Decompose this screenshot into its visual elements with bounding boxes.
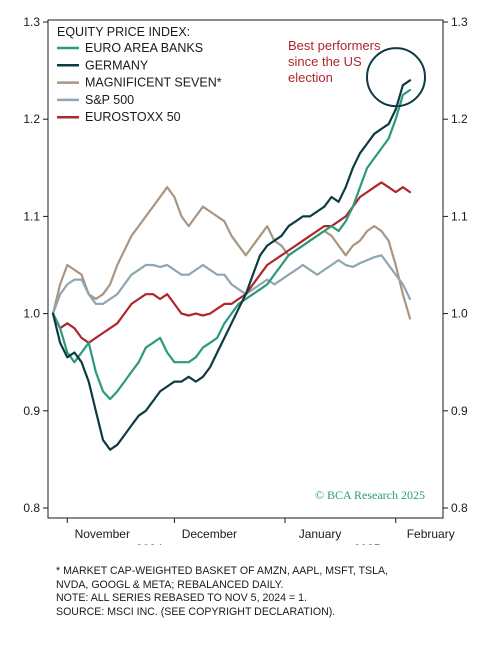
y-tick-left-label: 1.3: [23, 15, 40, 29]
y-tick-left-label: 1.1: [23, 209, 40, 223]
annotation-text-line: since the US: [288, 54, 362, 69]
footnote-line: NOTE: ALL SERIES REBASED TO NOV 5, 2024 …: [56, 592, 307, 605]
y-tick-right-label: 1.0: [451, 307, 468, 321]
highlight-circle: [366, 47, 426, 108]
legend-entry-label: S&P 500: [85, 93, 134, 107]
y-tick-left-label: 1.2: [23, 112, 40, 126]
footnotes: * MARKET CAP-WEIGHTED BASKET OF AMZN, AA…: [56, 565, 476, 619]
legend-entry-label: EUROSTOXX 50: [85, 110, 181, 124]
series-line-euro-area-banks: [51, 88, 412, 401]
equity-price-index-chart: 0.8 0.8 0.9 0.9 1.0 1.0 1.1 1.1 1.2 1.2 1.3 1.3 Nove…: [23, 15, 468, 545]
axes: 0.8 0.8 0.9 0.9 1.0 1.0 1.1 1.1 1.2 1.2 1.3 1.3 Nove…: [23, 15, 468, 545]
series-line-s-p-500: [51, 254, 412, 315]
y-tick-right-label: 0.9: [451, 404, 468, 418]
y-tick-left-label: 0.9: [23, 404, 40, 418]
x-tick-label: January: [299, 527, 342, 541]
x-tick-year-label: 2024: [136, 542, 163, 545]
x-tick-label: November: [75, 527, 130, 541]
x-tick-label: December: [182, 527, 237, 541]
legend-title: EQUITY PRICE INDEX:: [57, 25, 190, 39]
series-layer: [51, 79, 412, 451]
y-tick-right-label: 1.3: [451, 15, 468, 29]
series-line-eurostoxx-50: [51, 181, 412, 344]
legend-entry-label: EURO AREA BANKS: [85, 41, 203, 55]
footnote-line: SOURCE: MSCI INC. (SEE COPYRIGHT DECLARA…: [56, 605, 336, 618]
legend-entry-label: GERMANY: [85, 58, 149, 72]
plot-frame: [47, 19, 444, 519]
series-line-germany: [51, 79, 412, 451]
y-tick-right-label: 1.1: [451, 209, 468, 223]
footnote-line: * MARKET CAP-WEIGHTED BASKET OF AMZN, AA…: [56, 565, 389, 577]
credit-text: © BCA Research 2025: [315, 488, 425, 502]
annotation-text-line: Best performers: [288, 38, 381, 53]
legend-entry-label: MAGNIFICENT SEVEN*: [85, 76, 222, 90]
x-tick-label: February: [407, 527, 455, 541]
x-tick-year-label: 2025: [354, 542, 381, 545]
y-tick-left-label: 0.8: [23, 501, 40, 515]
footnote-line: NVDA, GOOGL & META; REBALANCED DAILY.: [56, 578, 284, 591]
y-tick-right-label: 1.2: [451, 112, 468, 126]
series-line-magnificent-seven: [51, 186, 412, 320]
legend: EQUITY PRICE INDEX: EURO AREA BANKS GERMAN…: [57, 25, 222, 124]
y-tick-left-label: 1.0: [23, 307, 40, 321]
y-tick-right-label: 0.8: [451, 501, 468, 515]
annotation-text-line: election: [288, 70, 333, 85]
